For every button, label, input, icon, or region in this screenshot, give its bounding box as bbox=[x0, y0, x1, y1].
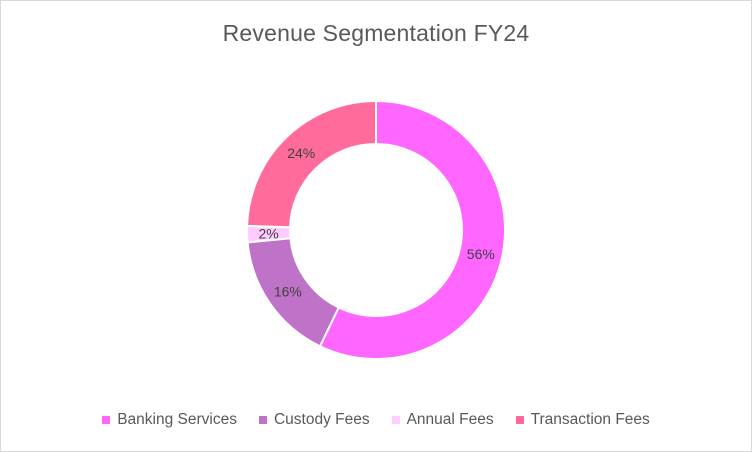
donut-data-labels: 56% 16% 2% 24% bbox=[258, 145, 494, 300]
data-label-banking-services: 56% bbox=[467, 246, 495, 262]
slice-transaction-fees bbox=[246, 99, 377, 229]
legend-item-banking-services: Banking Services bbox=[102, 411, 237, 429]
data-label-annual-fees: 2% bbox=[258, 225, 278, 241]
legend-label: Banking Services bbox=[117, 411, 237, 428]
legend-swatch bbox=[102, 416, 111, 424]
legend-label: Custody Fees bbox=[273, 411, 370, 428]
data-label-transaction-fees: 24% bbox=[287, 145, 315, 161]
legend-item-custody-fees: Custody Fees bbox=[258, 411, 370, 429]
slice-banking-services bbox=[318, 99, 506, 360]
legend-label: Transaction Fees bbox=[530, 411, 650, 428]
legend-item-annual-fees: Annual Fees bbox=[391, 411, 494, 429]
legend-swatch bbox=[258, 416, 267, 424]
chart-title: Revenue Segmentation FY24 bbox=[222, 20, 530, 46]
legend-swatch bbox=[391, 416, 400, 424]
legend-label: Annual Fees bbox=[406, 411, 494, 428]
legend-item-transaction-fees: Transaction Fees bbox=[515, 411, 650, 429]
data-label-custody-fees: 16% bbox=[274, 284, 302, 300]
donut-slices bbox=[245, 99, 506, 360]
legend-swatch bbox=[515, 416, 524, 424]
legend: Banking Services Custody Fees Annual Fees T… bbox=[0, 411, 752, 429]
